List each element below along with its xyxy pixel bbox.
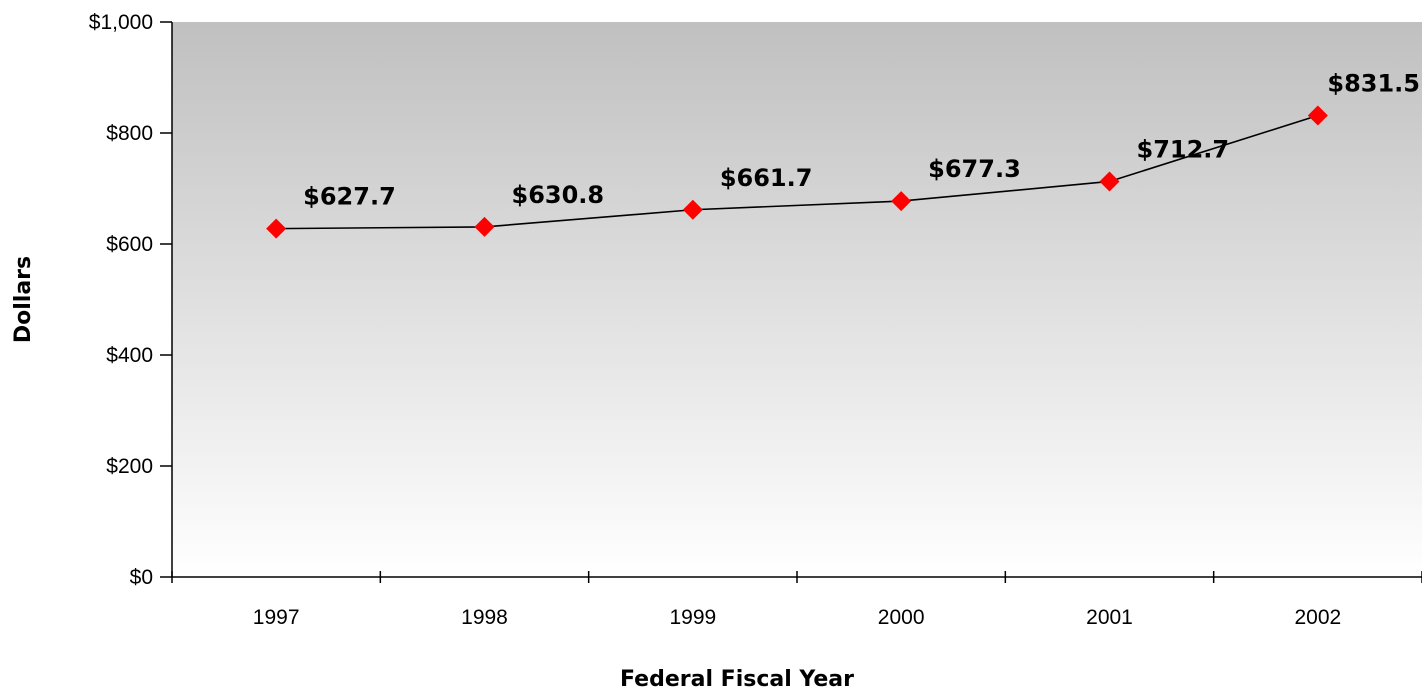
data-point-diamond-icon — [682, 199, 703, 220]
series-line: $627.7 $630.8 $661.7 $677.3 $712.7 $831.5 — [266, 70, 1420, 239]
x-axis-title: Federal Fiscal Year — [620, 667, 854, 691]
x-tick-label: 2002 — [1294, 606, 1341, 629]
data-point-diamond-icon — [474, 216, 495, 237]
data-label: $831.5 — [1327, 70, 1420, 98]
y-tick-label: $1,000 — [89, 11, 153, 34]
x-tick-label: 1997 — [253, 606, 300, 629]
data-label: $712.7 — [1137, 135, 1230, 163]
data-label: $661.7 — [720, 164, 813, 192]
data-point-diamond-icon — [266, 218, 287, 239]
x-tick-label: 1999 — [669, 606, 716, 629]
data-point-diamond-icon — [1307, 105, 1328, 126]
x-axis: 1997 1998 1999 2000 2001 2002 — [171, 571, 1422, 629]
series-line-path — [276, 114, 1319, 230]
data-label: $627.7 — [303, 183, 396, 211]
data-label: $677.3 — [928, 155, 1021, 183]
y-tick-label: $800 — [106, 122, 153, 145]
plot-area — [172, 22, 1422, 577]
data-label: $630.8 — [512, 181, 605, 209]
data-point-diamond-icon — [891, 191, 912, 212]
data-point-diamond-icon — [1099, 171, 1120, 192]
x-tick-label: 1998 — [461, 606, 508, 629]
y-axis: $0 $200 $400 $600 $800 $1,000 — [89, 11, 173, 589]
y-tick-label: $200 — [106, 455, 153, 478]
y-axis-title: Dollars — [11, 256, 36, 343]
y-tick-label: $400 — [106, 344, 153, 367]
x-tick-label: 2000 — [878, 606, 925, 629]
x-tick-label: 2001 — [1086, 606, 1133, 629]
y-tick-label: $0 — [130, 566, 153, 589]
y-tick-label: $600 — [106, 233, 153, 256]
